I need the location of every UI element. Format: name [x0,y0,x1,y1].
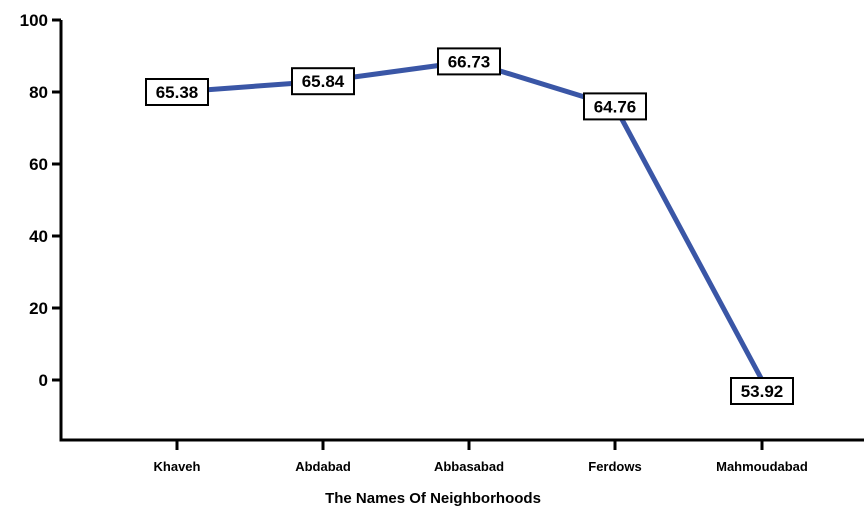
y-tick-label: 40 [29,227,48,246]
data-label-text: 64.76 [594,97,637,116]
data-label-box [730,377,794,405]
data-label-text: 66.73 [448,52,491,71]
data-label: 65.84 [291,67,355,96]
x-tick-label: Mahmoudabad [716,459,808,474]
x-tick-label: Abdabad [295,459,351,474]
axes [59,20,864,442]
y-tick-label: 80 [29,83,48,102]
data-label-box [583,92,647,121]
data-label-box [291,67,355,96]
x-axis-label: The Names Of Neighborhoods [325,490,541,507]
series-line-path [176,58,765,382]
y-tick-label: 60 [29,155,48,174]
x-tick-label: Ferdows [588,459,641,474]
data-label-text: 65.38 [156,83,199,102]
x-axis-ticks: Khaveh Abdabad Abbasabad Ferdows Mahmoudabad [154,440,808,474]
y-axis-ticks: 0 20 40 60 80 100 [20,11,61,390]
y-tick-label: 0 [39,371,48,390]
data-label-text: 65.84 [302,72,345,91]
series-line [176,58,765,382]
x-tick-label: Abbasabad [434,459,504,474]
data-label-text: 53.92 [741,382,784,401]
data-label: 66.73 [437,47,501,76]
data-label-box [145,78,209,106]
data-label: 65.38 [145,78,209,106]
x-tick-label: Khaveh [154,459,201,474]
data-label: 64.76 [583,92,647,121]
y-tick-label: 100 [20,11,48,30]
data-label-box [437,47,501,76]
y-tick-label: 20 [29,299,48,318]
data-labels: 65.38 65.84 66.73 64.76 53.92 [145,47,794,405]
data-label: 53.92 [730,377,794,405]
